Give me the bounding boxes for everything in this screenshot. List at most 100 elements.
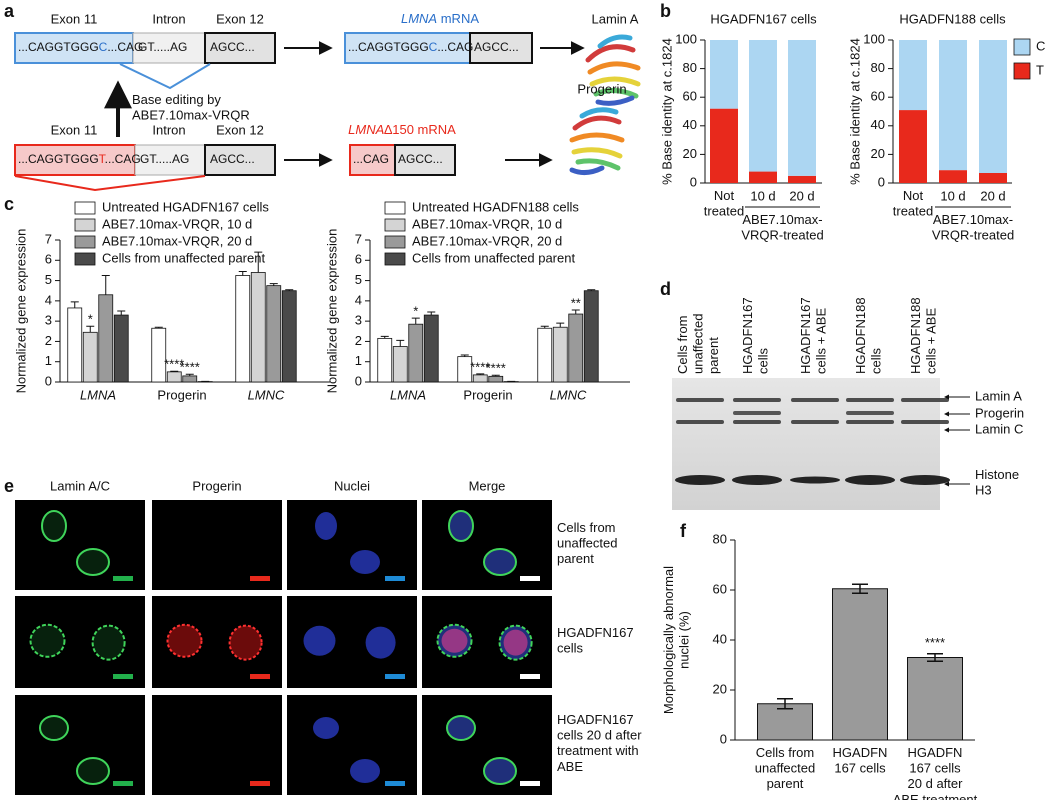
- gene-name: LMNA: [401, 11, 437, 26]
- bar: [568, 313, 584, 383]
- text-line: ABE7.10max-: [933, 212, 1013, 227]
- bar-segment: [788, 40, 816, 176]
- text-line: H3: [975, 483, 992, 498]
- band: [846, 420, 894, 424]
- band-label: Progerin: [975, 405, 1024, 420]
- y-tick-label: 2: [355, 333, 362, 348]
- lane-label: HGADFN167cells: [740, 297, 771, 374]
- error-bar: [70, 301, 79, 308]
- splice-line: [14, 175, 206, 192]
- band: [790, 476, 840, 484]
- error-bar: [571, 309, 580, 315]
- seq-part: ...CAG: [437, 40, 473, 54]
- bar: [488, 375, 504, 383]
- nucleus-rim: [483, 757, 517, 785]
- error-bar: [101, 275, 110, 295]
- scale-bar: [250, 674, 270, 679]
- y-tick-label: 0: [690, 174, 697, 189]
- y-axis-label: Normalized gene expression: [13, 229, 28, 394]
- text-line: cells: [756, 347, 771, 374]
- y-tick-label: 60: [871, 89, 885, 104]
- error-bar: [427, 311, 436, 316]
- bar: [281, 290, 297, 383]
- nucleus-dapi: [303, 625, 336, 656]
- micrograph: [152, 500, 282, 590]
- significance: ****: [486, 361, 506, 376]
- sequence: AGCC...: [474, 40, 519, 54]
- x-tick-label: LMNC: [550, 387, 587, 402]
- text-line: 20 d after: [908, 777, 964, 792]
- nucleus-dapi: [313, 717, 339, 739]
- exon-box: [204, 32, 276, 64]
- micrograph: [152, 695, 282, 795]
- legend-swatch: [74, 201, 96, 215]
- blot-membrane: [672, 378, 940, 510]
- intron-label: Intron: [152, 11, 185, 26]
- text-line: HGADFN188: [853, 297, 868, 374]
- y-tick-label: 4: [355, 292, 362, 307]
- band: [675, 475, 725, 485]
- y-tick-label: 5: [355, 272, 362, 287]
- scale-bar: [113, 576, 133, 581]
- bar-segment: [979, 40, 1007, 173]
- bar-segment: [788, 175, 816, 183]
- band-label: Histone H3: [975, 467, 1019, 498]
- y-tick-label: 40: [683, 117, 697, 132]
- legend-label: ABE7.10max-VRQR, 10 d: [102, 216, 252, 231]
- progerin-signal: [228, 624, 263, 661]
- text-line: VRQR-treated: [932, 228, 1014, 243]
- bar: [151, 327, 167, 383]
- text-line: parent: [767, 777, 804, 792]
- column-header: Progerin: [192, 478, 241, 493]
- error-bar: [117, 310, 126, 316]
- bar: [472, 374, 488, 383]
- error-bar: [460, 354, 469, 357]
- bar: [392, 346, 408, 383]
- band: [733, 420, 781, 424]
- legend-label: ABE7.10max-VRQR, 10 d: [412, 216, 562, 231]
- x-tick-label: LMNC: [248, 387, 285, 402]
- y-tick-label: 0: [355, 373, 362, 388]
- x-tick-label: Not treated: [704, 188, 744, 219]
- error-bar: [852, 583, 868, 594]
- protein-structure: [585, 34, 641, 106]
- band: [791, 398, 839, 402]
- scale-bar: [520, 576, 540, 581]
- error-bar: [86, 325, 95, 333]
- band: [733, 398, 781, 402]
- bar: [907, 657, 963, 741]
- band: [846, 411, 894, 415]
- x-tick-label: 20 d: [789, 188, 814, 203]
- y-tick-label: 40: [713, 631, 727, 646]
- gene-bottom: Exon 11 Intron Exon 12 ...CAGGTGGGT...CA…: [14, 81, 627, 192]
- seq-part: ...CAGGTGGG: [348, 40, 429, 54]
- seq-part: ...CAG: [105, 152, 141, 166]
- error-bar: [927, 653, 943, 662]
- legend-swatch: [384, 235, 406, 249]
- text-line: cells: [869, 347, 884, 374]
- panel-label: b: [660, 1, 671, 21]
- group-label: ABE7.10max-VRQR-treated: [741, 212, 823, 243]
- nucleus-dapi: [365, 626, 396, 659]
- mrna-text: ∆150 mRNA: [384, 122, 456, 137]
- scale-bar: [113, 781, 133, 786]
- exon-label: Exon 12: [216, 11, 264, 26]
- progerin-signal: [166, 623, 203, 658]
- x-tick-label: Progerin: [157, 387, 206, 402]
- exon-label: Exon 11: [51, 122, 98, 137]
- y-tick-label: 20: [871, 146, 885, 161]
- protein-structure: [569, 107, 625, 176]
- bar-segment: [979, 172, 1007, 183]
- bar: [266, 285, 282, 383]
- nucleus-dapi: [350, 759, 380, 783]
- text-line: 167 cells: [909, 761, 961, 776]
- row-label: HGADFN167 cells: [557, 625, 634, 656]
- y-tick-label: 0: [878, 174, 885, 189]
- y-tick-label: 80: [683, 60, 697, 75]
- nucleus-rim: [483, 548, 517, 576]
- y-tick-label: 80: [871, 60, 885, 75]
- y-tick-label: 20: [683, 146, 697, 161]
- nucleus-dapi: [350, 550, 380, 574]
- bar: [537, 327, 553, 383]
